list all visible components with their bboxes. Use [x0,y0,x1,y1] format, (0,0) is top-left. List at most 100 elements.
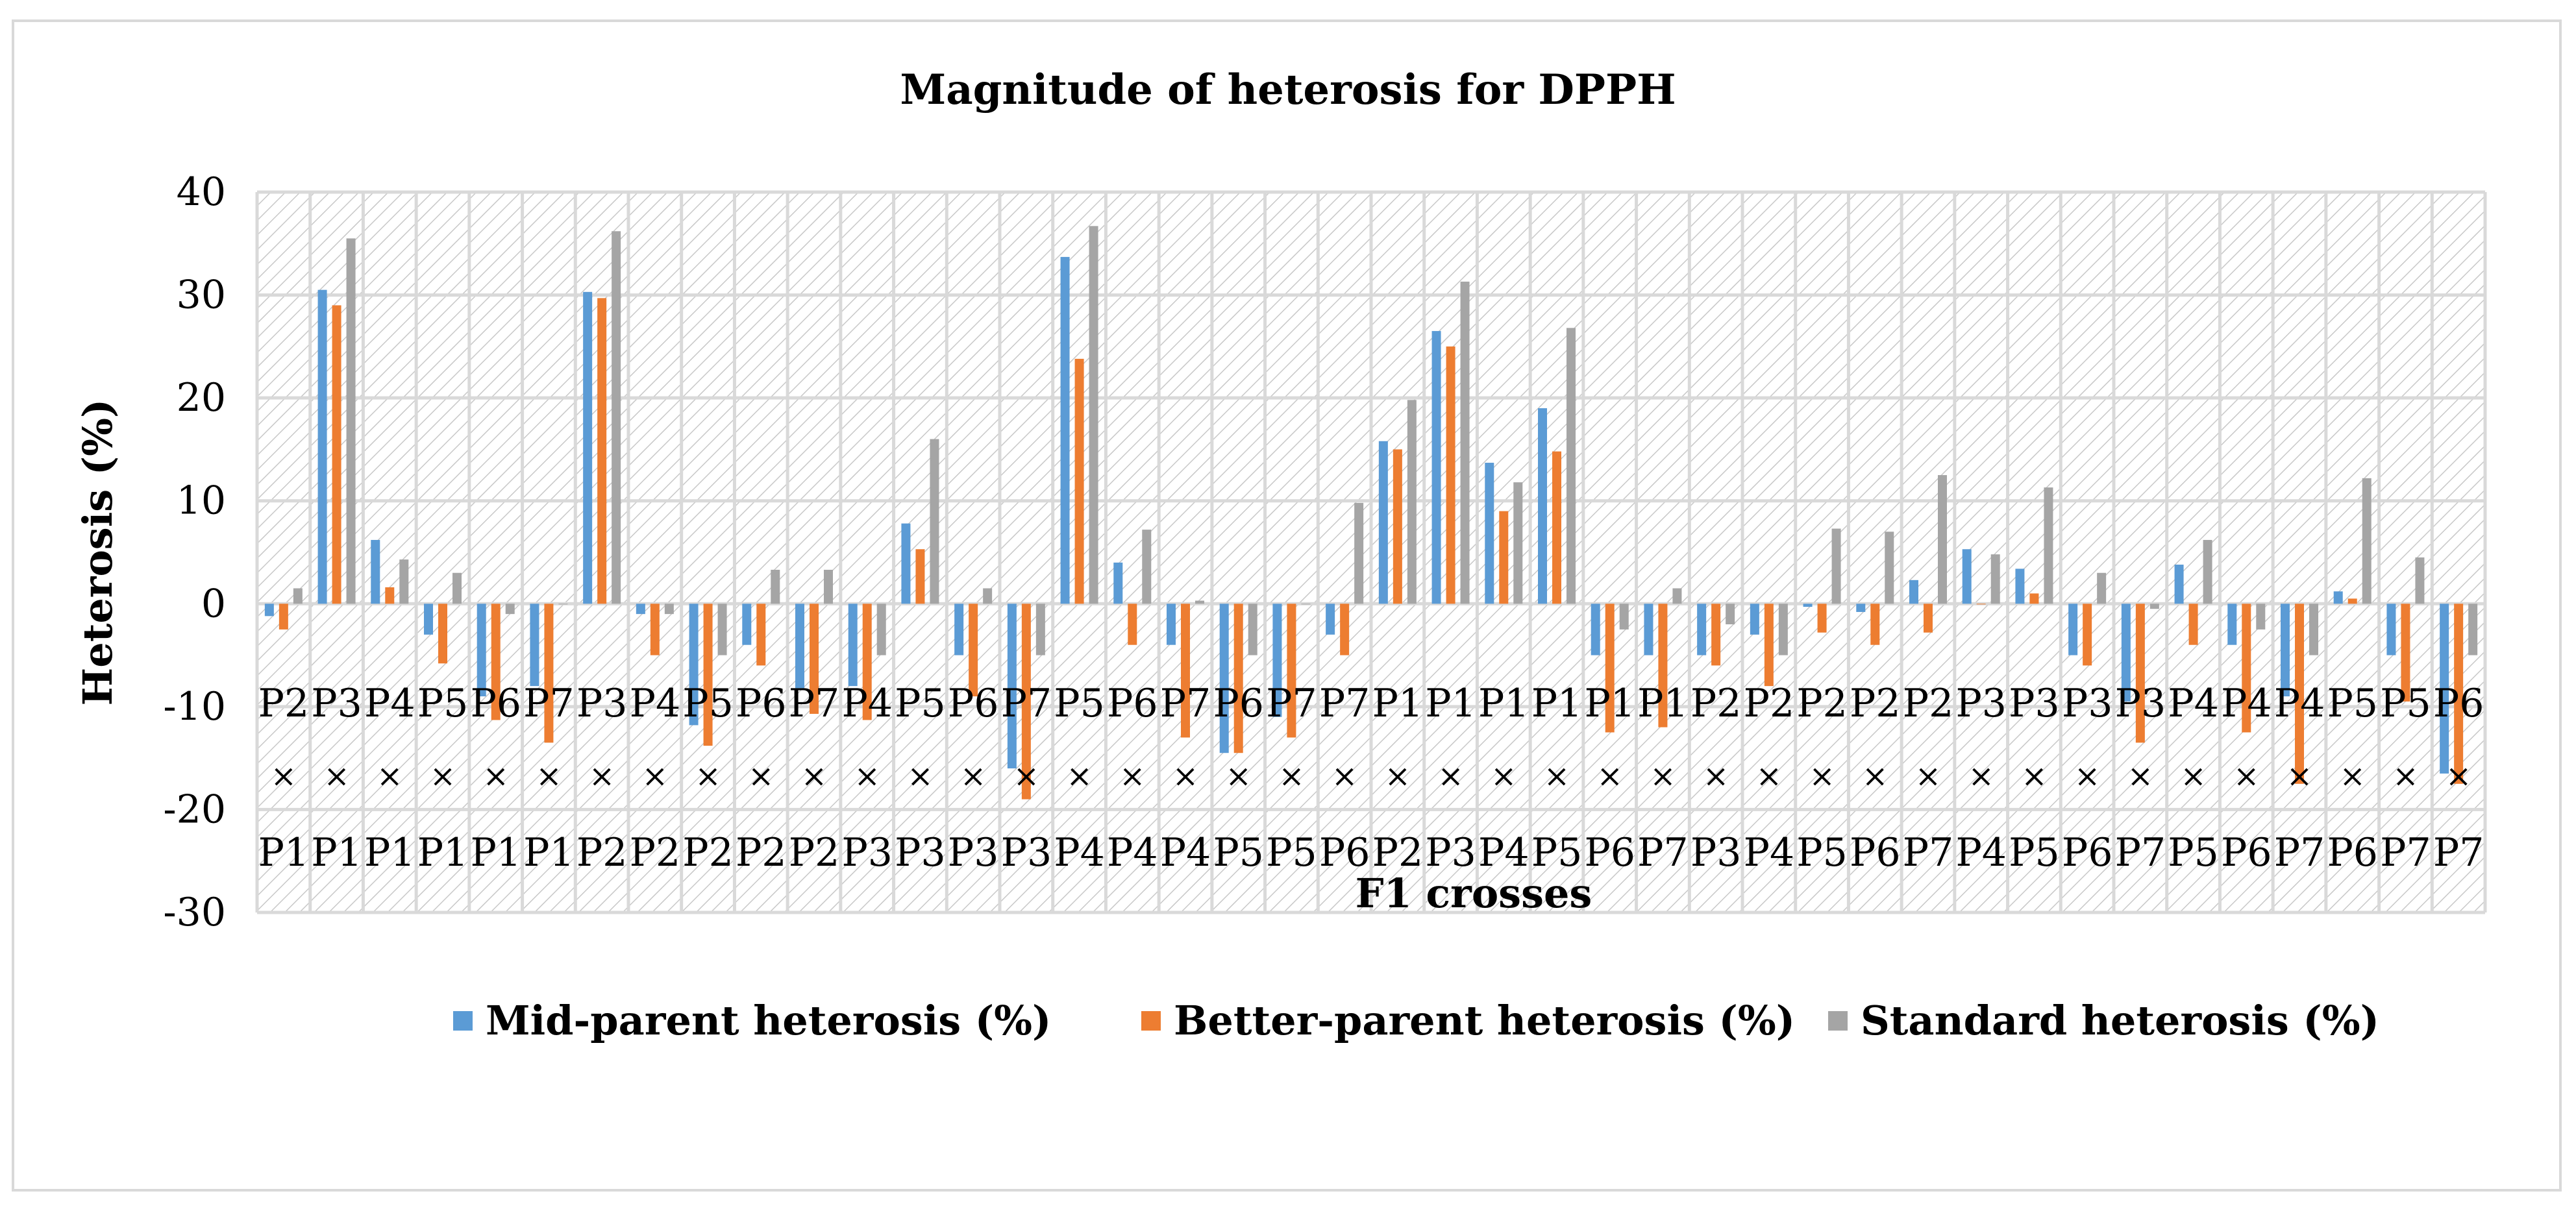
x-category-bottom: P4 [1054,830,1105,875]
bar [1007,604,1017,768]
x-category-top: P2 [1850,681,1901,726]
x-category-bottom: P6 [1319,830,1370,875]
legend-swatch [1828,1011,1848,1031]
bar [2227,604,2237,645]
bar [636,604,645,615]
bar [1870,604,1880,645]
x-category-top: P6 [1213,681,1264,726]
x-category-cross: × [2180,758,2206,794]
x-category-bottom: P3 [1425,830,1476,875]
bar [1764,604,1774,687]
legend-swatch [1141,1011,1161,1031]
x-category-cross: × [1756,758,1782,794]
bar [771,569,780,604]
bar [1248,604,1257,655]
x-category-bottom: P7 [2274,830,2325,875]
bar [1195,600,1204,604]
bar [742,604,752,645]
bar [597,298,607,604]
x-category-bottom: P2 [576,830,628,875]
x-category-cross: × [1544,758,1570,794]
x-category-bottom: P3 [895,830,946,875]
x-category-bottom: P7 [1903,830,1954,875]
x-category-top: P2 [258,681,310,726]
x-category-bottom: P1 [311,830,362,875]
x-category-cross: × [1226,758,1252,794]
bar [876,604,886,655]
bar [969,604,978,696]
x-category-bottom: P4 [1478,830,1530,875]
x-category-cross: × [536,758,562,794]
x-category-top: P3 [2115,681,2166,726]
bar [915,549,925,604]
y-tick-label: -10 [163,684,226,729]
x-category-cross: × [1437,758,1463,794]
bar [650,604,660,655]
x-category-cross: × [1915,758,1941,794]
bar [1035,604,1045,655]
x-category-bottom: P4 [1744,830,1795,875]
bar [1538,408,1547,604]
gridlines [255,190,2487,914]
x-category-cross: × [2340,758,2366,794]
bar [1750,604,1759,635]
bar [717,604,727,655]
x-category-cross: × [2233,758,2259,794]
bar [1990,554,2000,604]
bar [1485,463,1494,604]
x-category-top: P4 [841,681,893,726]
bar [795,604,804,689]
legend-item: Mid-parent heterosis (%) [453,997,1051,1044]
x-category-top: P5 [417,681,469,726]
bar [2440,604,2449,774]
y-tick-label: 40 [177,169,226,215]
bar [346,238,356,604]
bar [1407,400,1417,604]
bar [862,604,872,720]
legend-item: Better-parent heterosis (%) [1141,997,1795,1044]
bar [1711,604,1721,666]
y-tick-label: 30 [177,273,226,318]
x-category-cross: × [1491,758,1517,794]
x-category-cross: × [271,758,297,794]
x-category-cross: × [1385,758,1411,794]
x-category-top: P1 [1478,681,1530,726]
bar [2347,598,2357,604]
bar [2044,487,2053,604]
bar [810,604,819,714]
bar [1142,530,1152,604]
bar [2135,604,2145,743]
x-category-top: P7 [1266,681,1317,726]
bar [1644,604,1653,655]
bar [1726,604,1735,624]
y-tick-labels: 40 30 20 10 0 -10 -20 -30 [163,169,226,935]
x-category-top: P1 [1584,681,1635,726]
bar [1803,604,1813,607]
bar [491,604,501,720]
x-category-cross: × [854,758,880,794]
x-category-top: P1 [1425,681,1476,726]
bar [2149,604,2159,609]
x-category-cross: × [1172,758,1198,794]
bar [2174,565,2184,604]
x-category-top: P2 [1690,681,1742,726]
bar [293,588,303,604]
x-category-bottom: P5 [2168,830,2219,875]
bar [1856,604,1866,612]
x-category-top: P1 [1637,681,1689,726]
bar [1513,482,1523,604]
x-category-cross: × [1650,758,1676,794]
bar [1089,226,1098,604]
bar [2029,593,2039,604]
x-category-bottom: P1 [523,830,575,875]
x-category-cross: × [2074,758,2100,794]
x-category-cross: × [801,758,827,794]
bar [612,231,621,604]
bar [385,587,395,604]
bar [2295,604,2304,784]
bar [2386,604,2396,655]
x-category-top: P1 [1372,681,1424,726]
legend-label: Standard heterosis (%) [1861,997,2379,1044]
x-category-top: P6 [948,681,999,726]
legend: Mid-parent heterosis (%) Better-parent he… [453,997,2379,1044]
